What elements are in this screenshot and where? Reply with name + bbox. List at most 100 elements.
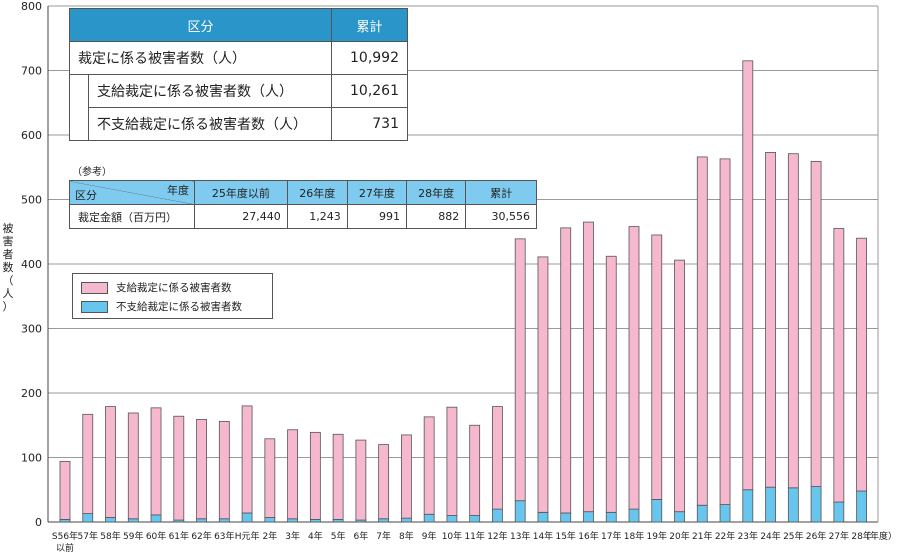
bar-unpaid-segment <box>492 508 503 523</box>
x-tick-label: 3年 <box>285 530 300 542</box>
bar-unpaid-segment <box>583 511 594 523</box>
bar-unpaid-segment <box>765 486 776 523</box>
y-tick-label: 100 <box>21 452 42 465</box>
bar-paid-segment <box>833 228 845 503</box>
x-tick-label: 20年 <box>669 530 689 542</box>
bar-paid-segment <box>423 416 435 515</box>
bar-unpaid-segment <box>127 518 139 523</box>
bar-unpaid-segment <box>856 490 867 523</box>
summary-indent-spacer <box>69 107 89 141</box>
bar-unpaid-segment <box>196 518 207 523</box>
y-tick-label: 400 <box>21 258 42 271</box>
bar-paid-segment <box>765 152 776 488</box>
summary-row-label: 裁定に係る被害者数（人） <box>69 41 332 75</box>
bar-unpaid-segment <box>537 511 549 523</box>
summary-header-category: 区分 <box>69 8 332 42</box>
legend-swatch-pink <box>81 281 108 294</box>
reference-table: 年度 区分 25年度以前 26年度 27年度 28年度 累計 裁定金額（百万円）… <box>69 180 537 229</box>
bar-unpaid-segment <box>674 511 685 523</box>
x-tick-label: 8年 <box>399 530 414 542</box>
bar-paid-segment <box>719 158 731 505</box>
x-tick-label: 13年 <box>510 530 530 542</box>
bar-unpaid-segment <box>264 517 276 523</box>
bar-paid-segment <box>82 413 94 515</box>
x-tick-label: 12年 <box>487 530 507 542</box>
reference-corner-category: 区分 <box>75 189 97 202</box>
reference-col-header: 28年度 <box>406 180 467 205</box>
x-tick-label: 22年 <box>715 530 735 542</box>
bar-unpaid-segment <box>446 515 458 523</box>
x-tick-label: 17年 <box>601 530 621 542</box>
y-tick-label: 0 <box>35 516 42 529</box>
bar-unpaid-segment <box>400 517 412 523</box>
bar-paid-segment <box>514 238 526 502</box>
bar-paid-segment <box>856 237 867 492</box>
x-tick-label: 57年 <box>78 530 98 542</box>
y-tick-label: 600 <box>21 129 42 142</box>
y-tick-label: 800 <box>21 0 42 13</box>
bar-paid-segment <box>400 434 412 519</box>
bar-paid-segment <box>150 407 162 516</box>
x-tick-label: 26年 <box>806 530 826 542</box>
bar-paid-segment <box>651 234 663 500</box>
y-axis-label: 被害者数（人） <box>3 222 14 313</box>
x-tick-label: 58年 <box>100 530 120 542</box>
x-axis-unit: （年度） <box>861 530 897 542</box>
bar-unpaid-segment <box>82 513 94 523</box>
x-tick-label: 23年 <box>738 530 758 542</box>
bar-paid-segment <box>446 406 458 516</box>
reference-cell: 27,440 <box>194 204 288 229</box>
summary-row-label: 支給裁定に係る被害者数（人） <box>88 74 332 108</box>
bar-unpaid-segment <box>628 508 640 523</box>
x-tick-label: 4年 <box>308 530 323 542</box>
bar-paid-segment <box>309 431 321 520</box>
bar-unpaid-segment <box>742 489 754 523</box>
x-tick-label: 28年 <box>851 530 871 542</box>
bar-paid-segment <box>810 161 822 487</box>
reference-corner-cell: 年度 区分 <box>69 180 195 205</box>
legend-label: 不支給裁定に係る被害者数 <box>116 301 242 313</box>
bar-paid-segment <box>742 60 754 491</box>
bar-paid-segment <box>378 444 390 520</box>
bar-unpaid-segment <box>514 500 526 523</box>
x-tick-label: 9年 <box>422 530 437 542</box>
legend-swatch-blue <box>81 300 108 313</box>
x-tick-label: H元年 <box>235 530 260 542</box>
x-tick-label: 18年 <box>624 530 644 542</box>
summary-header-total: 累計 <box>331 8 408 42</box>
bar-paid-segment <box>492 406 503 510</box>
bar-paid-segment <box>696 156 708 506</box>
bar-paid-segment <box>241 405 253 514</box>
reference-cell: 1,243 <box>286 204 348 229</box>
x-tick-label: 61年 <box>169 530 189 542</box>
reference-col-header: 累計 <box>465 180 537 205</box>
bar-unpaid-segment <box>469 515 481 523</box>
x-tick-label: 24年 <box>760 530 780 542</box>
y-tick-label: 300 <box>21 323 42 336</box>
reference-col-header: 27年度 <box>346 180 408 205</box>
bars <box>59 60 867 523</box>
bar-unpaid-segment <box>218 518 230 523</box>
x-tick-label: S56年 <box>52 530 78 542</box>
bar-paid-segment <box>560 227 572 514</box>
bar-paid-segment <box>605 255 617 513</box>
summary-row-label: 不支給裁定に係る被害者数（人） <box>88 107 332 141</box>
legend: 支給裁定に係る被害者数 不支給裁定に係る被害者数 <box>72 273 273 319</box>
bar-paid-segment <box>196 419 207 520</box>
bar-unpaid-segment <box>833 501 845 523</box>
x-tick-label: 5年 <box>331 530 346 542</box>
x-tick-label: 6年 <box>354 530 369 542</box>
x-tick-label: 21年 <box>692 530 712 542</box>
summary-table: 区分 累計 裁定に係る被害者数（人） 10,992 支給裁定に係る被害者数（人）… <box>69 8 408 141</box>
bar-paid-segment <box>469 424 481 516</box>
x-tick-label: 11年 <box>464 530 484 542</box>
bar-paid-segment <box>173 415 185 521</box>
x-tick-label: 63年 <box>214 530 234 542</box>
x-tick-label: 60年 <box>146 530 166 542</box>
bar-unpaid-segment <box>287 518 299 523</box>
legend-item: 不支給裁定に係る被害者数 <box>81 299 242 314</box>
bar-paid-segment <box>332 433 344 520</box>
bar-paid-segment <box>218 420 230 520</box>
